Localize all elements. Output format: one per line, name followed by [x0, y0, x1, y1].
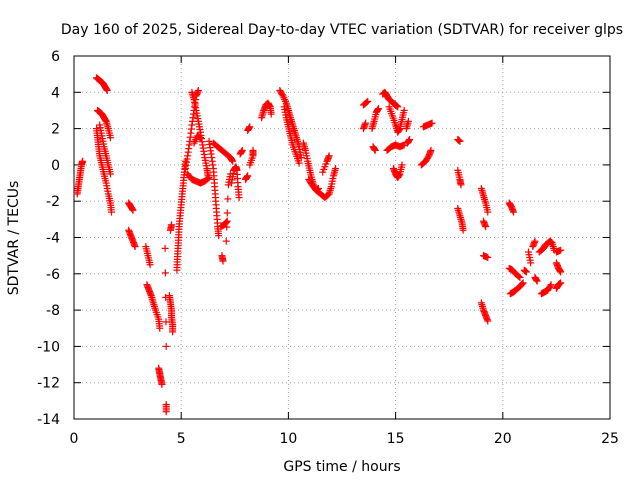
data-point	[204, 175, 212, 183]
y-tick-label: 4	[51, 85, 60, 101]
x-tick-labels: 0 5 10 15 20 25	[70, 431, 619, 447]
data-point	[510, 208, 518, 216]
data-point	[161, 244, 169, 252]
data-point	[278, 91, 286, 99]
data-point	[106, 134, 114, 142]
data-point	[168, 221, 176, 229]
data-point	[362, 119, 370, 127]
data-point	[297, 154, 305, 162]
data-point	[235, 194, 243, 202]
data-point	[546, 282, 554, 290]
data-point	[518, 280, 526, 288]
data-point	[519, 279, 527, 287]
x-tick-label: 25	[601, 431, 619, 447]
y-tick-label: -12	[37, 376, 60, 392]
data-point	[557, 268, 565, 276]
data-point	[267, 110, 275, 118]
data-point	[484, 208, 492, 216]
data-point	[103, 86, 111, 94]
data-point	[522, 268, 530, 276]
grid	[74, 56, 610, 419]
axis-ticks	[73, 55, 611, 420]
data-point	[146, 261, 154, 269]
data-point	[332, 165, 340, 173]
data-point	[244, 172, 252, 180]
data-point	[482, 223, 490, 231]
data-point	[398, 161, 406, 169]
data-point	[158, 381, 166, 389]
data-point	[427, 146, 435, 154]
data-point	[223, 209, 231, 217]
data-point	[108, 208, 116, 216]
data-point	[459, 226, 467, 234]
data-point	[215, 232, 223, 240]
x-tick-label: 15	[387, 431, 405, 447]
data-point	[219, 257, 227, 265]
data-point	[196, 134, 204, 142]
y-tick-label: 2	[51, 122, 60, 138]
data-point	[162, 318, 170, 326]
data-point	[162, 408, 170, 416]
data-point	[527, 259, 535, 267]
data-point	[557, 246, 565, 254]
data-point	[364, 97, 372, 105]
data-point	[457, 181, 465, 189]
data-point	[374, 105, 382, 113]
data-point	[156, 324, 164, 332]
data-point	[106, 170, 114, 178]
data-point	[161, 269, 169, 277]
data-point	[371, 146, 379, 154]
data-point	[533, 277, 541, 285]
data-point	[325, 152, 333, 160]
data-point	[547, 281, 555, 289]
data-point	[400, 106, 408, 114]
data-point	[162, 342, 170, 350]
data-point	[194, 86, 202, 94]
data-point	[224, 195, 232, 203]
data-point	[295, 159, 303, 167]
data-point	[456, 137, 464, 145]
y-tick-label: 0	[51, 158, 60, 174]
data-point	[222, 237, 230, 245]
x-tick-label: 10	[279, 431, 297, 447]
y-tick-label: -4	[46, 231, 60, 247]
data-point	[246, 123, 254, 131]
data-point	[363, 98, 371, 106]
data-point	[79, 157, 87, 165]
data-point	[515, 273, 523, 281]
data-point	[484, 317, 492, 325]
data-point	[394, 103, 402, 111]
x-tick-label: 5	[177, 431, 186, 447]
x-tick-label: 0	[70, 431, 79, 447]
data-point	[229, 157, 237, 165]
data-marks	[73, 74, 565, 416]
data-point	[223, 217, 231, 225]
data-point	[406, 135, 414, 143]
y-tick-label: 6	[51, 49, 60, 65]
data-point	[131, 243, 139, 251]
data-point	[238, 146, 246, 154]
data-point	[557, 279, 565, 287]
data-point	[249, 146, 257, 154]
y-tick-label: -14	[37, 412, 60, 428]
y-tick-label: -6	[46, 267, 60, 283]
y-axis-label: SDTVAR / TECUs	[6, 181, 22, 296]
data-point	[205, 174, 213, 182]
data-point	[404, 117, 412, 125]
x-tick-label: 20	[494, 431, 512, 447]
data-point	[428, 119, 436, 127]
y-tick-label: -8	[46, 303, 60, 319]
data-point	[484, 253, 492, 261]
data-point	[531, 237, 539, 245]
data-point	[516, 273, 524, 281]
data-point	[129, 206, 137, 214]
data-point	[223, 223, 231, 231]
data-point	[169, 328, 177, 336]
y-tick-label: -10	[37, 339, 60, 355]
y-tick-labels: -14 -12 -10 -8 -6 -4 -2 0 2 4 6	[37, 49, 60, 428]
x-axis-label: GPS time / hours	[283, 459, 400, 475]
chart-title: Day 160 of 2025, Sidereal Day-to-day VTE…	[61, 22, 623, 38]
y-tick-label: -2	[46, 194, 60, 210]
